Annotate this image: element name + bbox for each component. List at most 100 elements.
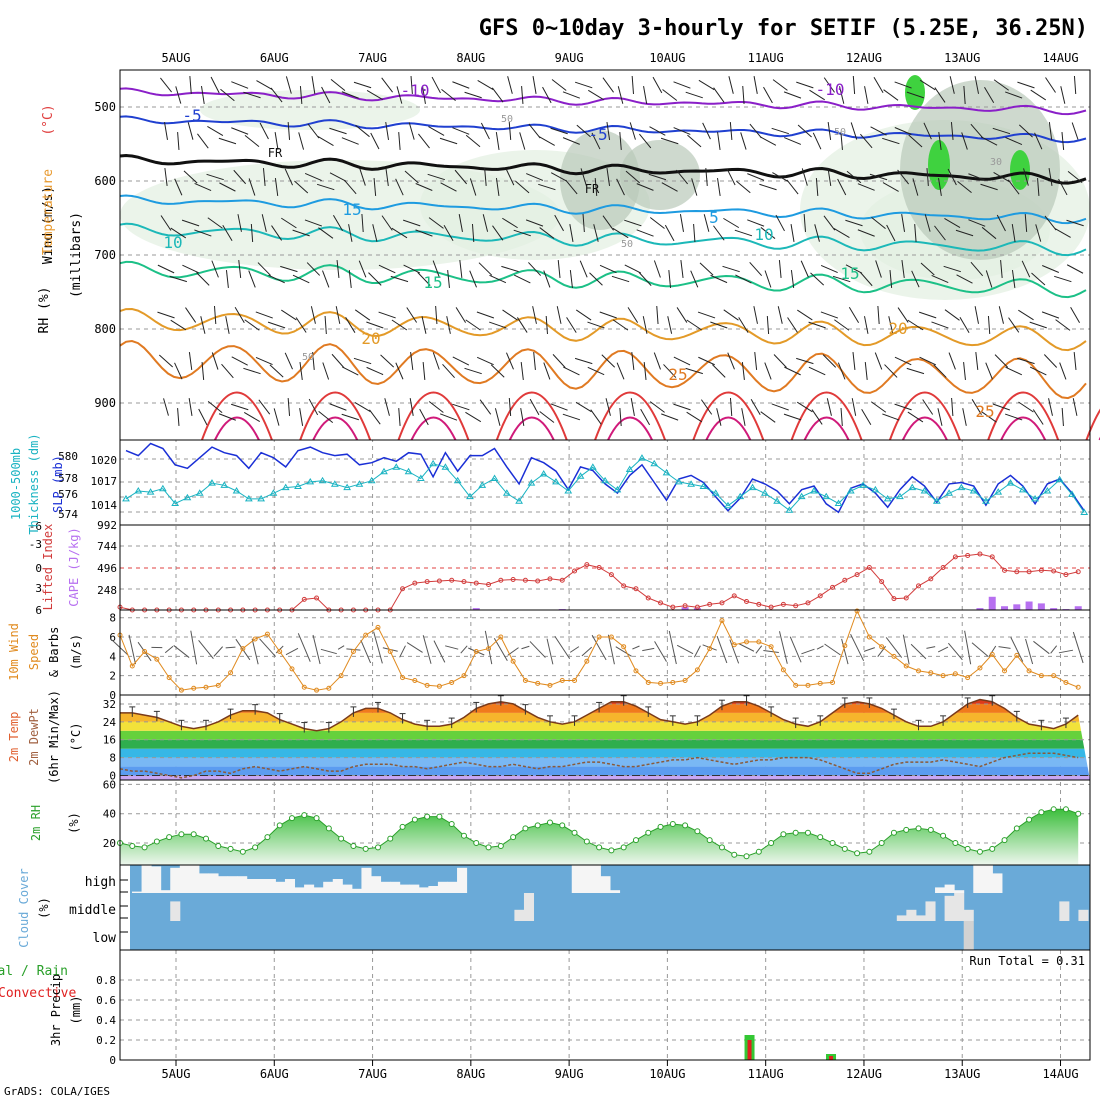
- thickness-point: [416, 474, 425, 482]
- wind-barb: [778, 259, 782, 279]
- cape-ytick: 496: [97, 562, 117, 575]
- wind-barb: [1037, 177, 1040, 197]
- precip-label-a: Total / Rain: [0, 964, 68, 979]
- wind-barb: [207, 125, 224, 137]
- cloud-ytick: high: [85, 875, 116, 890]
- wind-barb: [188, 398, 193, 416]
- wind-barb: [712, 364, 726, 378]
- wind-barb: [734, 229, 753, 237]
- wind-barb: [680, 260, 684, 278]
- cloud-bar-middle: [514, 909, 525, 921]
- wind-barb: [307, 123, 320, 139]
- wind-barb: [668, 269, 672, 289]
- cloud-unit: (%): [37, 897, 51, 919]
- wind-barb: [341, 413, 359, 421]
- wind-barb: [700, 399, 713, 415]
- wind-speed-point: [191, 685, 197, 691]
- wind-barb: [381, 77, 393, 93]
- wind-speed-point: [1063, 679, 1069, 685]
- wind-barb: [284, 168, 294, 186]
- wind-barb: [1024, 213, 1028, 233]
- cloud-bar-high: [390, 881, 401, 893]
- wind-barb: [312, 351, 315, 371]
- cloud-bar-high: [275, 881, 286, 893]
- isotherm-minus5: [119, 115, 1087, 144]
- wind-speed-point: [768, 644, 774, 650]
- rh-point: [989, 845, 996, 852]
- temp2m-label-b: 2m DewPt: [27, 708, 41, 766]
- wind-barb: [1005, 136, 1023, 146]
- wind-barb: [257, 262, 271, 276]
- wind-barb: [667, 316, 673, 334]
- wind-barb: [593, 224, 599, 242]
- wind-barb: [469, 270, 477, 288]
- cape-bar: [1013, 604, 1021, 610]
- wind-barb: [415, 229, 433, 237]
- wind-barb: [366, 366, 384, 376]
- wind-barb: [219, 182, 236, 192]
- wind-barb: [870, 126, 887, 136]
- wind-barb: [344, 179, 357, 195]
- wind-barb: [317, 136, 334, 146]
- wind-barb: [783, 91, 802, 99]
- thickness-point: [674, 477, 683, 485]
- wind-barb-10m: [1025, 638, 1034, 665]
- wind-barb: [742, 85, 745, 105]
- wind-barb-10m: [373, 631, 383, 664]
- contour-label: 20: [888, 319, 907, 338]
- wind-barb: [1058, 178, 1068, 196]
- contour-label: 15: [423, 273, 442, 292]
- wind-barb: [335, 306, 341, 324]
- wind-barb: [857, 229, 875, 237]
- rh-point: [1013, 825, 1020, 832]
- wind-barb: [526, 173, 544, 181]
- wind-barb: [454, 169, 468, 185]
- wind-barb-10m: [581, 646, 593, 657]
- wind-barb: [403, 219, 421, 227]
- wind-barb-10m: [947, 642, 963, 661]
- wind-barb: [606, 168, 611, 186]
- wind-barb: [477, 79, 494, 91]
- wind-speed-point: [424, 682, 430, 688]
- wind-barb: [566, 317, 577, 333]
- rh-ytick: 60: [103, 778, 116, 791]
- wind-speed-point: [252, 636, 258, 642]
- wind-barb: [211, 352, 219, 370]
- thickness-point: [920, 487, 929, 494]
- wind-barb: [231, 81, 249, 89]
- wind-barb: [796, 357, 814, 365]
- wind-barb: [912, 178, 919, 196]
- wind-barb: [697, 311, 716, 319]
- wind-speed-point: [731, 642, 737, 648]
- wind-barb: [931, 321, 949, 329]
- wind-barb: [690, 270, 699, 288]
- wind-barb: [594, 177, 598, 197]
- rh-point: [608, 847, 615, 854]
- wind-barb: [638, 272, 652, 286]
- wind-barb: [1034, 132, 1043, 150]
- wind-barb-10m: [406, 642, 423, 653]
- temp-ytick: 32: [103, 698, 116, 711]
- wind-barb: [591, 132, 601, 150]
- wind-barb: [515, 180, 530, 194]
- isotherm-35: [901, 416, 948, 441]
- wind-barb: [713, 225, 725, 241]
- temp-band: [120, 739, 1090, 749]
- wind-barb-10m: [173, 645, 190, 658]
- wind-barb-10m: [460, 645, 468, 654]
- wind-barb: [996, 214, 1006, 232]
- wind-barb: [230, 403, 249, 411]
- thickness-label2: Thickness (dm): [27, 433, 41, 534]
- thickness-point: [478, 481, 487, 488]
- li-point: [719, 600, 725, 606]
- wind-barb: [723, 217, 740, 229]
- wind-barb: [432, 352, 440, 370]
- wind-barb: [1029, 321, 1047, 329]
- wind-barb: [329, 127, 347, 135]
- isotherm-30: [397, 391, 470, 441]
- upper-ytick: 700: [94, 248, 116, 262]
- wind-barb: [1023, 168, 1029, 186]
- wind-barb: [455, 307, 467, 323]
- li-point: [940, 565, 946, 570]
- thickness-point: [736, 492, 745, 500]
